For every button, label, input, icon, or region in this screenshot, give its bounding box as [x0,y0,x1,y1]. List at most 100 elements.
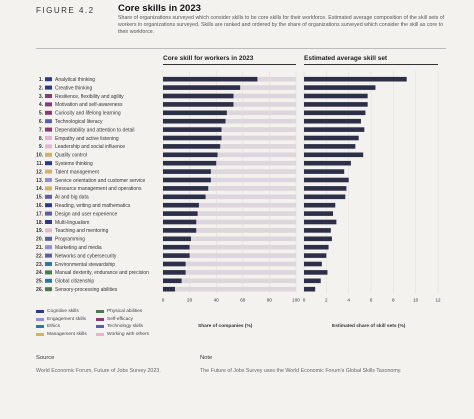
legend-swatch [96,317,104,321]
rank-label: 25. [36,279,44,285]
category-swatch [45,102,52,107]
skill-set-bar [304,278,321,284]
core-skill-bar [163,211,198,216]
rank-label: 16. [36,203,44,209]
legend-label: Working with others [107,331,150,337]
core-skill-bar [163,152,218,158]
right-tick-label: 0 [303,297,306,302]
rank-label: 7. [39,127,44,133]
core-skill-bar [163,118,226,124]
category-swatch [45,77,52,82]
skill-label: Systems thinking [55,161,93,167]
bar-track [163,270,296,275]
left-tick-label: 80 [267,297,273,302]
bar-track [163,194,296,200]
category-swatch [45,169,52,174]
rank-label: 17. [36,211,44,217]
category-swatch [45,178,52,182]
left-x-axis-label: Share of companies (%) [198,324,253,329]
skill-label: Technological literacy [55,119,103,125]
bar-track [163,152,296,158]
category-swatch [45,228,52,233]
right-tick-label: 8 [392,297,395,302]
core-skill-bar [163,236,191,242]
category-swatch [45,152,52,157]
skill-set-bar [304,186,347,191]
legend-item: Management skills [36,332,87,337]
skill-label: Quality control [55,153,87,159]
left-panel-rule [163,64,296,65]
skill-label: Environmental stewardship [55,262,115,268]
category-swatch [45,220,52,224]
bar-track [163,228,296,233]
right-tick-label: 10 [413,297,419,302]
skill-label: Dependability and attention to detail [55,127,135,133]
skill-set-bar [304,194,346,200]
legend-item: Self-efficacy [96,317,133,322]
bar-track [163,144,296,149]
skill-set-bar [304,76,407,82]
bar-track [163,160,296,166]
skill-label: Design and user experience [55,211,117,217]
category-swatch [45,110,52,115]
skill-label: Empathy and active listening [55,136,119,142]
core-skill-bar [163,286,175,292]
core-skill-bar [163,278,182,284]
skill-set-bar [304,110,366,116]
bar-track [163,177,296,183]
skill-set-bar [304,160,351,166]
legend-label: Engagement skills [47,316,86,322]
figure-label: FIGURE 4.2 [36,6,95,15]
category-swatch [45,144,52,149]
core-skill-bar [163,253,190,258]
skill-set-bar [304,253,327,258]
bar-track [163,186,296,191]
category-swatch [45,194,52,199]
category-swatch [45,161,52,166]
legend-swatch [36,310,44,313]
core-skill-bar [163,76,258,82]
rank-label: 1. [39,77,44,83]
skill-set-bar [304,228,331,233]
skill-set-bar [304,236,332,242]
right-x-axis-label: Estimated share of skill sets (%) [332,324,406,329]
skill-set-bar [304,270,328,275]
legend-swatch [36,325,44,328]
legend-label: Physical abilities [107,309,143,314]
core-skill-bar [163,110,227,116]
skill-label: Networks and cybersecurity [55,253,117,259]
note-heading: Note [200,355,213,361]
skill-set-bar [304,102,368,107]
core-skill-bar [163,102,234,107]
left-tick-label: 60 [240,297,246,302]
core-skill-bar [163,160,217,166]
bar-track [163,253,296,258]
right-tick-label: 6 [370,297,373,302]
rank-label: 22. [36,253,44,259]
skill-label: Motivation and self-awareness [55,102,123,108]
skill-set-bar [304,93,368,99]
skill-set-bar [304,244,329,250]
skill-label: Manual dexterity, endurance and precisio… [55,270,149,276]
core-skill-bar [163,169,211,174]
legend-item: Engagement skills [36,317,86,322]
legend-label: Management skills [47,331,87,337]
skill-label: Marketing and media [55,245,102,251]
bar-track [163,261,296,267]
bar-track [163,219,296,225]
category-swatch [45,245,52,250]
skill-label: Global citizenship [55,279,94,285]
right-tick-label: 12 [435,297,441,302]
legend-item: Technology skills [96,324,143,329]
core-skill-bar [163,261,186,267]
bar-track [163,110,296,116]
skill-label: Resource management and operations [55,186,142,192]
right-panel-rule [304,64,438,65]
skill-label: Leadership and social influence [55,144,125,150]
skill-label: Curiosity and lifelong learning [55,111,121,117]
category-swatch [45,236,52,241]
bar-track [163,244,296,250]
category-swatch [45,262,52,266]
skill-set-bar [304,85,376,90]
